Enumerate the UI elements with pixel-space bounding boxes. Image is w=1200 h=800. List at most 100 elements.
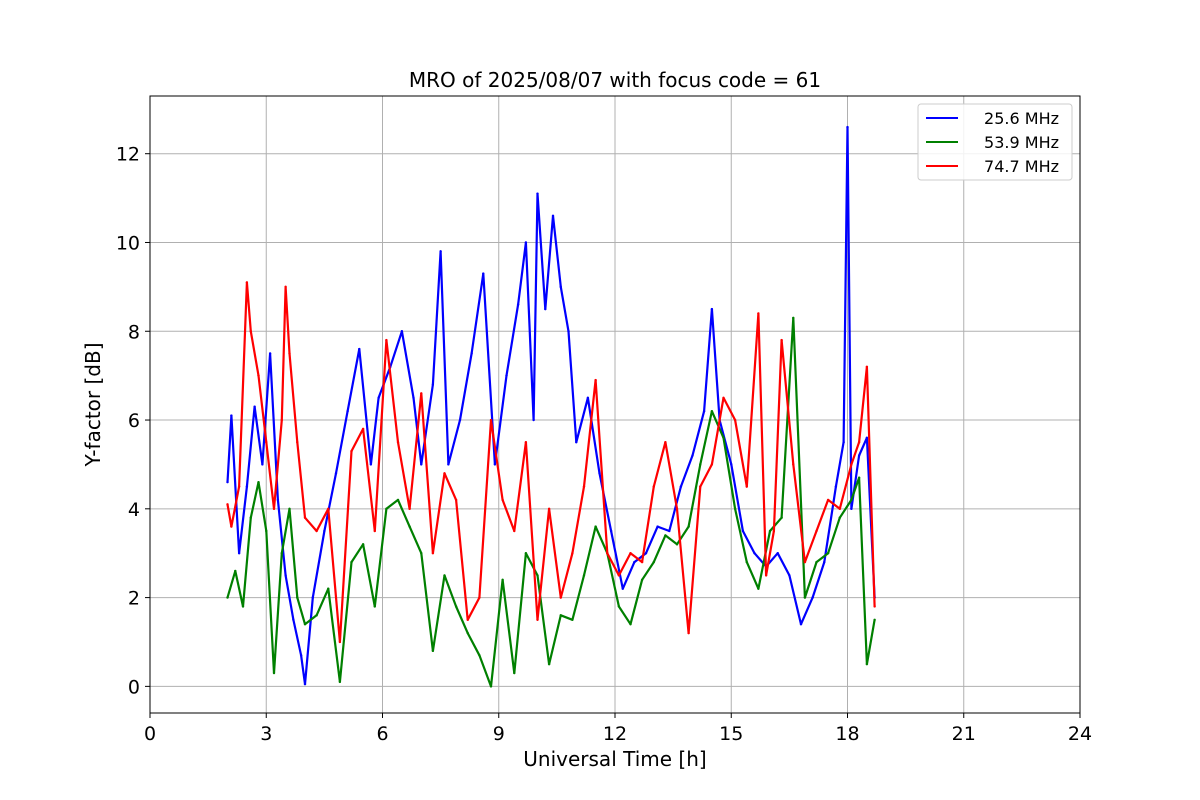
series-0-point [284,574,287,577]
legend-label: 53.9 MHz [984,133,1059,152]
series-0-point [431,383,435,386]
series-2-point [780,338,783,342]
series-1-point [338,680,342,684]
series-0-point [656,525,659,528]
legend-box [917,103,1073,181]
series-1-point [850,498,853,502]
series-1-point [466,631,469,635]
series-1-point [838,516,841,519]
series-0-point [482,272,485,275]
series-2-point [327,507,330,511]
series-2-point [594,378,597,382]
series-0-point [253,405,256,408]
x-tick-label: 12 [603,723,627,745]
series-0-point [691,454,694,457]
series-2-point [272,507,276,511]
legend-label: 25.6 MHz [984,109,1059,128]
series-2-point [396,441,400,444]
series-1-point [857,476,861,479]
series-1-point [640,578,644,582]
series-0-point [412,396,415,400]
series-2-point [501,498,504,502]
series-1-point [559,614,562,617]
series-1-point [733,507,737,511]
series-2-point [699,485,702,488]
series-2-point [792,463,795,466]
series-0-point [644,552,648,555]
series-0-point [753,552,756,555]
series-0-point [536,192,539,195]
series-0-point [823,560,826,564]
series-2-point [764,574,768,577]
series-1-point [536,574,539,577]
series-2-point [245,281,249,284]
series-1-point [296,596,299,599]
series-1-point [675,543,679,546]
series-2-point [257,374,260,377]
series-0-point [710,307,714,311]
series-2-point [443,472,446,475]
series-2-point [675,507,679,511]
series-0-point [377,396,380,400]
series-0-point [346,409,349,413]
series-0-point [865,436,869,439]
x-tick-label: 24 [1068,723,1092,745]
series-2-point [571,552,574,555]
series-0-point [679,485,683,488]
series-1-point [489,685,493,688]
series-2-point [431,552,435,555]
series-1-point [687,525,690,528]
series-0-point [846,125,849,129]
series-0-point [524,241,528,244]
y-tick-label: 10 [116,232,140,254]
series-0-point [470,352,473,355]
series-0-point [237,552,241,555]
series-2-point [857,441,861,444]
series-0-point [559,285,562,289]
series-1-point [303,623,307,626]
series-1-point [629,623,632,626]
series-2-point [280,418,283,422]
series-0-point [633,560,636,564]
series-2-point [361,427,365,431]
series-0-point [544,307,547,311]
series-1-point [664,534,667,537]
series-2-point [838,507,841,511]
series-1-point [792,316,795,320]
series-0-point [799,623,803,626]
x-tick-label: 6 [376,723,388,745]
series-0-point [439,250,442,253]
series-1-point [431,649,435,653]
series-1-point [226,596,229,599]
series-0-point [493,463,497,466]
series-1-point [501,578,504,582]
series-2-point [687,631,690,635]
series-2-point [478,596,481,599]
y-tick-label: 0 [128,676,140,698]
series-2-point [288,352,291,355]
y-tick-label: 8 [128,321,140,343]
series-0-point [788,574,791,577]
series-2-point [513,529,516,533]
series-0-point [811,596,814,599]
series-1-point [873,618,876,621]
series-2-point [850,463,853,466]
series-1-point [745,560,748,564]
series-0-point [299,654,303,657]
y-axis-label: Y-factor [dB] [81,342,105,467]
series-1-point [780,516,783,519]
series-1-point [815,560,818,564]
series-2-point [265,441,268,444]
series-1-point [420,552,423,555]
series-1-point [710,409,714,413]
series-2-point [284,285,287,289]
y-tick-label: 12 [116,144,140,166]
series-1-point [408,525,411,528]
series-1-point [373,605,376,608]
series-0-point [276,498,280,502]
series-1-point [571,618,574,621]
y-tick-label: 6 [128,410,140,432]
series-2-point [664,441,667,444]
